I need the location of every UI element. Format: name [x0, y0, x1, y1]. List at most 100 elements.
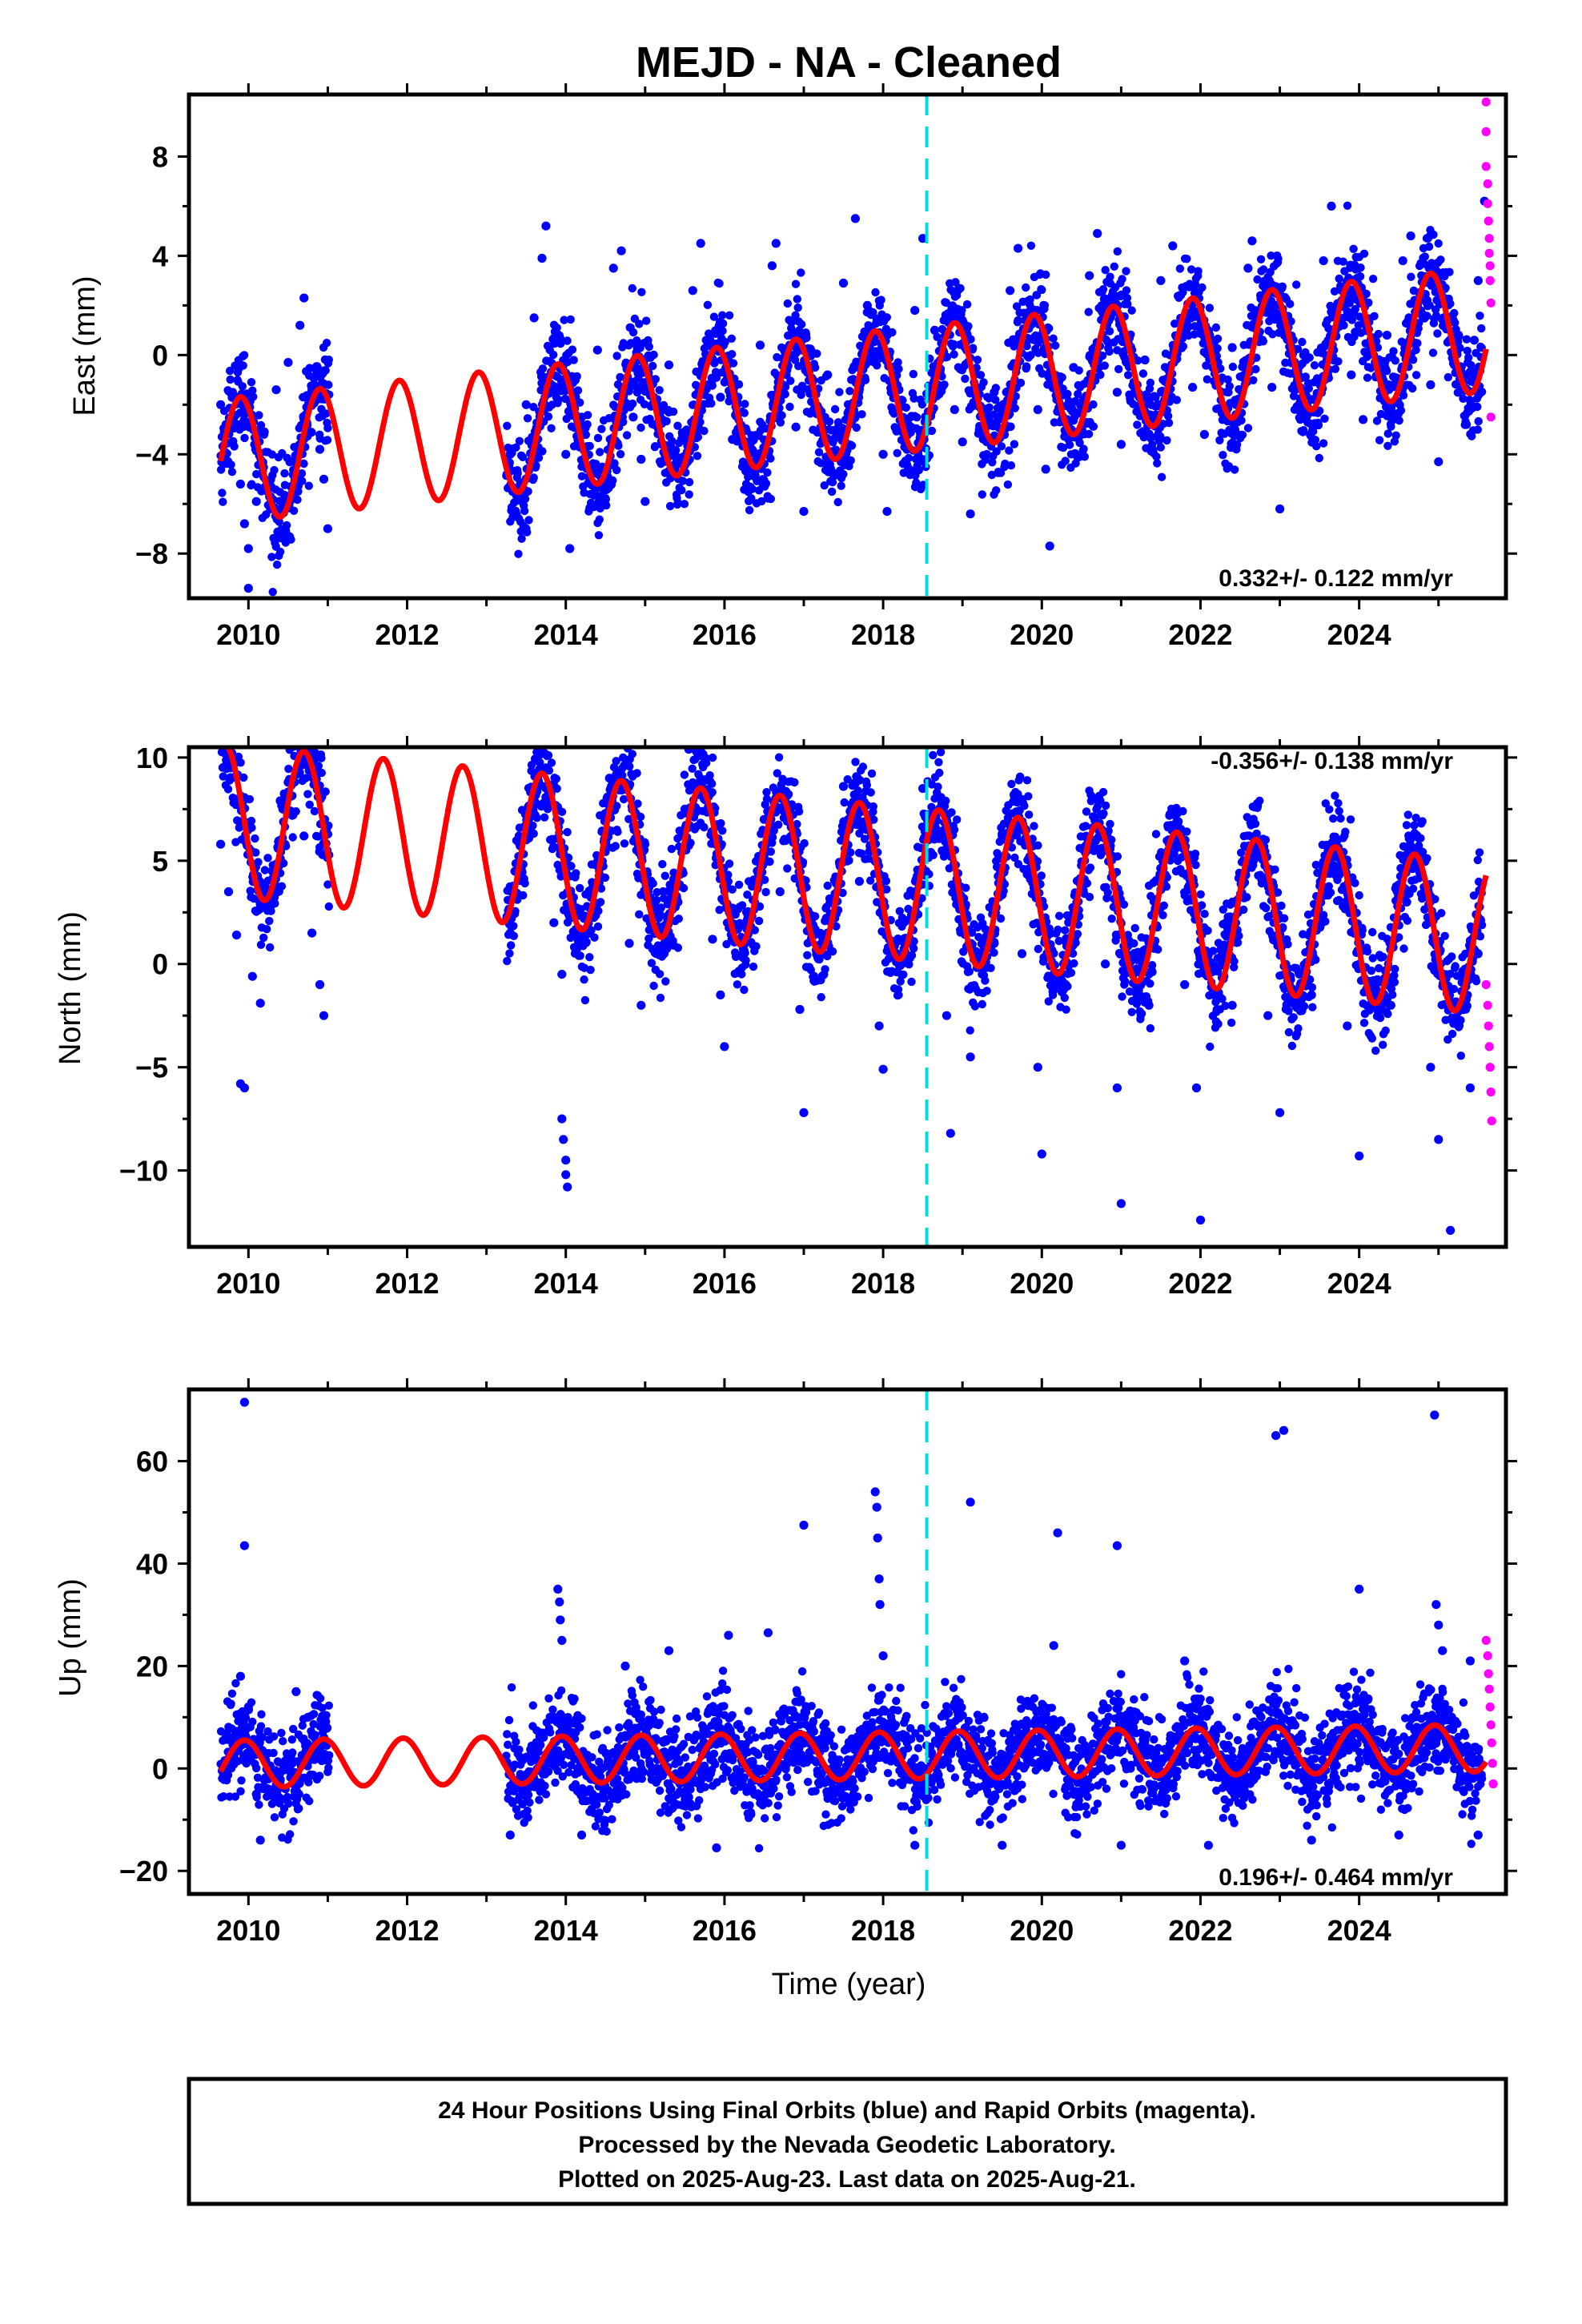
east-daily-point: [828, 478, 837, 487]
north-daily-point: [724, 870, 733, 879]
north-daily-point: [265, 916, 274, 926]
east-daily-point: [619, 417, 628, 427]
east-daily-point: [1331, 364, 1340, 373]
north-daily-point: [771, 737, 779, 745]
north-daily-point: [821, 965, 829, 974]
east-daily-point: [869, 308, 877, 317]
east-daily-point: [1238, 430, 1247, 440]
north-daily-point: [929, 750, 938, 760]
east-daily-point: [1259, 337, 1268, 346]
east-daily-point: [595, 515, 604, 524]
east-daily-point: [1202, 361, 1211, 370]
east-daily-point: [1049, 334, 1058, 343]
north-daily-point: [655, 970, 665, 979]
east-final-orbit-point: [251, 497, 261, 506]
north-daily-point: [216, 737, 224, 745]
north-daily-point: [741, 948, 749, 958]
east-daily-point: [1399, 391, 1408, 400]
east-daily-point: [793, 295, 801, 304]
east-daily-point: [677, 485, 686, 495]
east-daily-point: [718, 319, 728, 328]
east-daily-point: [272, 560, 282, 569]
east-daily-point: [786, 376, 795, 385]
east-daily-point: [1408, 384, 1417, 393]
north-daily-point: [310, 806, 319, 816]
east-daily-point: [1387, 422, 1395, 431]
east-daily-point: [1213, 344, 1222, 353]
east-final-orbit-point: [323, 524, 332, 533]
east-final-orbit-point: [616, 246, 626, 255]
north-daily-point: [520, 879, 529, 888]
east-final-orbit-point: [1168, 241, 1178, 251]
east-daily-point: [538, 447, 547, 456]
north-daily-point: [293, 730, 301, 738]
north-daily-point: [223, 731, 231, 739]
east-daily-point: [524, 516, 533, 525]
east-daily-point: [275, 547, 285, 557]
north-daily-point: [527, 761, 536, 770]
north-daily-point: [564, 853, 573, 862]
east-daily-point: [1425, 301, 1434, 310]
east-daily-point: [997, 442, 1006, 451]
east-daily-point: [324, 380, 333, 389]
east-daily-point: [825, 417, 834, 426]
east-daily-point: [927, 426, 937, 436]
north-daily-point: [226, 718, 234, 726]
north-daily-point: [867, 769, 877, 778]
east-daily-point: [898, 396, 907, 405]
east-daily-point: [1152, 452, 1161, 461]
east-daily-point: [1434, 239, 1443, 248]
north-daily-point: [600, 873, 610, 883]
east-daily-point: [280, 468, 289, 478]
east-daily-point: [1106, 272, 1114, 281]
east-daily-point: [761, 479, 771, 488]
north-daily-point: [686, 838, 695, 847]
north-daily-point: [622, 721, 630, 729]
north-daily-point: [708, 779, 717, 788]
east-daily-point: [1339, 321, 1348, 330]
east-daily-point: [1427, 259, 1436, 267]
east-daily-point: [709, 312, 719, 321]
north-daily-point: [656, 903, 666, 912]
north-daily-point: [708, 753, 717, 762]
north-daily-point: [765, 857, 774, 866]
north-daily-point: [301, 735, 309, 743]
east-daily-point: [1368, 275, 1378, 283]
east-rate-label: 0.332+/- 0.122 mm/yr: [1219, 565, 1453, 592]
north-daily-point: [794, 807, 804, 816]
north-daily-point: [544, 751, 553, 760]
east-final-orbit-point: [299, 293, 309, 303]
east-daily-point: [1286, 300, 1295, 308]
north-daily-point: [279, 858, 288, 868]
east-daily-point: [216, 465, 226, 474]
north-daily-point: [636, 812, 645, 822]
east-daily-point: [1186, 265, 1196, 274]
east-daily-point: [1045, 324, 1054, 333]
north-daily-point: [563, 827, 572, 837]
east-rapid-orbit-point: [1485, 275, 1495, 285]
north-daily-point: [620, 839, 629, 848]
east-daily-point: [797, 268, 805, 277]
east-final-orbit-point: [1085, 271, 1094, 280]
east-daily-point: [612, 465, 621, 475]
north-daily-point: [817, 993, 825, 1002]
north-daily-point: [656, 993, 665, 1003]
east-final-orbit-point: [1093, 228, 1102, 239]
east-daily-point: [513, 469, 522, 478]
east-daily-point: [1058, 373, 1066, 382]
east-daily-point: [1213, 334, 1223, 344]
east-daily-point: [846, 456, 855, 465]
east-daily-point: [267, 553, 276, 561]
east-daily-point: [1105, 327, 1114, 336]
east-daily-point: [255, 411, 263, 420]
east-daily-point: [1420, 252, 1430, 261]
east-daily-point: [912, 478, 921, 487]
north-daily-point: [225, 726, 233, 734]
east-final-orbit-point: [1006, 286, 1015, 296]
east-daily-point: [1343, 201, 1352, 210]
east-daily-point: [1473, 425, 1483, 434]
east-daily-point: [820, 481, 829, 490]
east-daily-point: [1122, 286, 1131, 295]
north-daily-point: [218, 717, 226, 725]
east-daily-point: [1464, 353, 1473, 362]
